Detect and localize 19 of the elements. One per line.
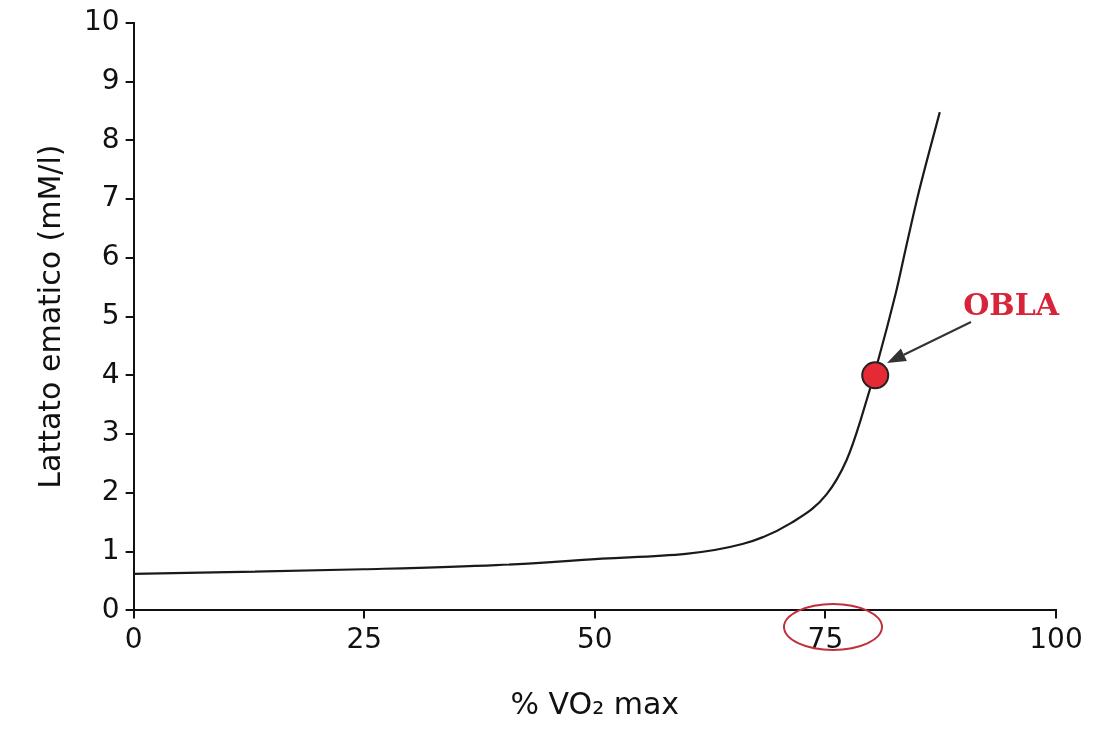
y-axis-title: Lattato ematico (mM/l) bbox=[31, 144, 67, 489]
x-tick-label: 100 bbox=[1029, 622, 1083, 656]
y-tick-label: 4 bbox=[101, 356, 120, 390]
y-tick-label: 1 bbox=[101, 532, 120, 566]
y-tick-label: 2 bbox=[101, 474, 120, 508]
y-tick-label: 5 bbox=[101, 297, 120, 331]
annotation: OBLA bbox=[963, 287, 1060, 323]
y-tick-label: 9 bbox=[101, 62, 120, 96]
y-tick-label: 7 bbox=[101, 180, 120, 214]
y-tick-label: 8 bbox=[101, 121, 120, 155]
y-tick-label: 6 bbox=[101, 239, 120, 273]
x-tick-label: 25 bbox=[346, 622, 383, 656]
y-tick-label: 3 bbox=[101, 415, 120, 449]
x-axis-title: % VO₂ max bbox=[510, 685, 680, 721]
x-tick-label: 0 bbox=[124, 622, 143, 656]
y-tick-label: 0 bbox=[101, 591, 120, 625]
y-tick-label: 10 bbox=[83, 4, 120, 38]
x-tick-label: 50 bbox=[576, 622, 613, 656]
x-tick-label: 75 bbox=[807, 622, 844, 656]
